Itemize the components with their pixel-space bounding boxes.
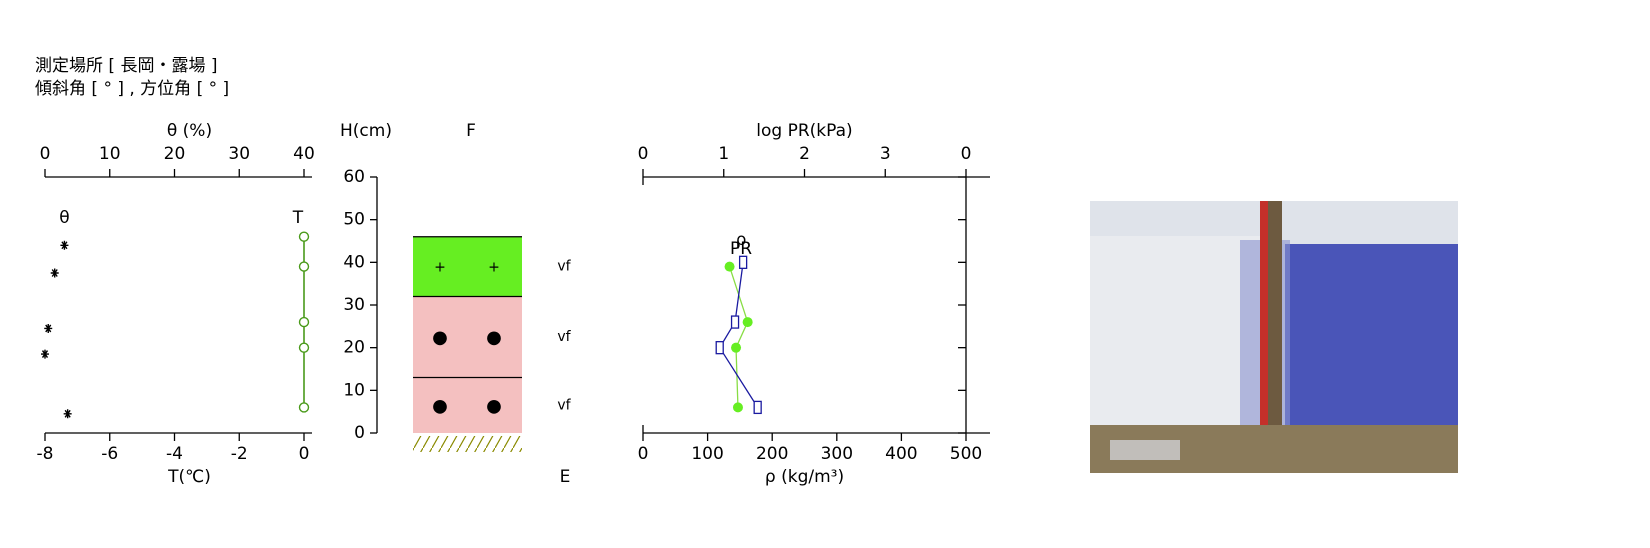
y-tick-label: 60 xyxy=(343,167,365,187)
legend-label: ρ xyxy=(736,230,747,250)
grain-symbol: ● xyxy=(486,327,502,348)
grain-symbol: ● xyxy=(432,395,448,416)
y-tick-label: 20 xyxy=(343,338,365,358)
x2-tick-label: 10 xyxy=(99,144,121,164)
x-tick-label: 300 xyxy=(821,444,853,464)
x2-tick-label: 30 xyxy=(228,144,250,164)
x2-tick-label: 2 xyxy=(799,144,810,164)
x-tick-label: -6 xyxy=(101,444,118,464)
legend-label: θ xyxy=(59,208,69,228)
bottom-label: E xyxy=(560,467,571,487)
x-tick-label: -2 xyxy=(231,444,248,464)
point xyxy=(724,261,735,272)
y-tick-label: 50 xyxy=(343,210,365,230)
legend-label: PR xyxy=(730,239,752,259)
x2-tick-label: 1 xyxy=(718,144,729,164)
point xyxy=(298,402,310,413)
hardness-title: F xyxy=(466,121,476,141)
grain-symbol: ● xyxy=(432,327,448,348)
photo-ruler xyxy=(1260,201,1268,441)
grain-symbol: ● xyxy=(486,395,502,416)
x2-tick-label: 3 xyxy=(880,144,891,164)
x-tick-label: -4 xyxy=(166,444,183,464)
x-tick-label: 400 xyxy=(885,444,917,464)
x2-tick-label: 40 xyxy=(293,144,315,164)
x-tick-label: -8 xyxy=(37,444,54,464)
slope-label: 傾斜角 [ ° ] , 方位角 [ ° ] xyxy=(35,79,229,99)
layer xyxy=(413,377,522,433)
point xyxy=(731,342,742,353)
snow-photo xyxy=(1090,201,1458,473)
grain-symbol: + xyxy=(488,260,500,276)
x2-tick-label: 20 xyxy=(164,144,186,164)
photo-snow xyxy=(1090,236,1260,431)
point xyxy=(738,255,748,269)
photo-dyed-snow xyxy=(1285,244,1458,434)
x-axis-title: T(℃) xyxy=(167,467,211,487)
point xyxy=(715,341,724,355)
grain-size: vf xyxy=(557,329,571,345)
point xyxy=(730,315,740,329)
x-tick-label: 0 xyxy=(299,444,310,464)
point xyxy=(44,323,53,333)
point xyxy=(63,409,72,419)
point xyxy=(298,231,310,242)
grain-symbol: + xyxy=(434,260,446,276)
x2-tick-label: 0 xyxy=(638,144,649,164)
point xyxy=(753,400,762,415)
point xyxy=(298,316,310,328)
point xyxy=(742,317,753,328)
y-tick-label: 10 xyxy=(343,380,365,400)
x-tick-label: 200 xyxy=(756,444,788,464)
y-tick-label: 30 xyxy=(343,295,365,315)
point xyxy=(60,240,69,250)
grain-size: vf xyxy=(557,397,571,413)
point xyxy=(298,342,310,353)
x-axis-title: ρ (kg/m³) xyxy=(765,467,844,487)
photo-ruler-scale xyxy=(1268,201,1282,441)
x2-axis-title: θ (%) xyxy=(167,121,212,141)
y-tick-label: 0 xyxy=(354,423,365,443)
point xyxy=(732,402,743,413)
x-tick-label: 100 xyxy=(691,444,723,464)
site-label: 測定場所 [ 長岡・露場 ] xyxy=(35,56,217,76)
x2-tick-label: 0 xyxy=(961,144,972,164)
point xyxy=(298,261,310,272)
point xyxy=(41,349,49,359)
grain-size: vf xyxy=(557,259,571,275)
x-tick-label: 0 xyxy=(638,444,649,464)
legend-label: T xyxy=(292,208,304,228)
photo-ground-snow xyxy=(1110,440,1180,460)
series-line xyxy=(718,262,759,408)
layer xyxy=(413,296,522,378)
x2-axis-title: log PR(kPa) xyxy=(756,121,852,141)
y-tick-label: 40 xyxy=(343,252,365,272)
ground-hatch xyxy=(413,436,522,452)
point xyxy=(50,268,59,278)
x2-tick-label: 0 xyxy=(40,144,51,164)
x-tick-label: 500 xyxy=(950,444,982,464)
y-axis-title: H(cm) xyxy=(340,121,392,141)
layer xyxy=(413,236,522,297)
